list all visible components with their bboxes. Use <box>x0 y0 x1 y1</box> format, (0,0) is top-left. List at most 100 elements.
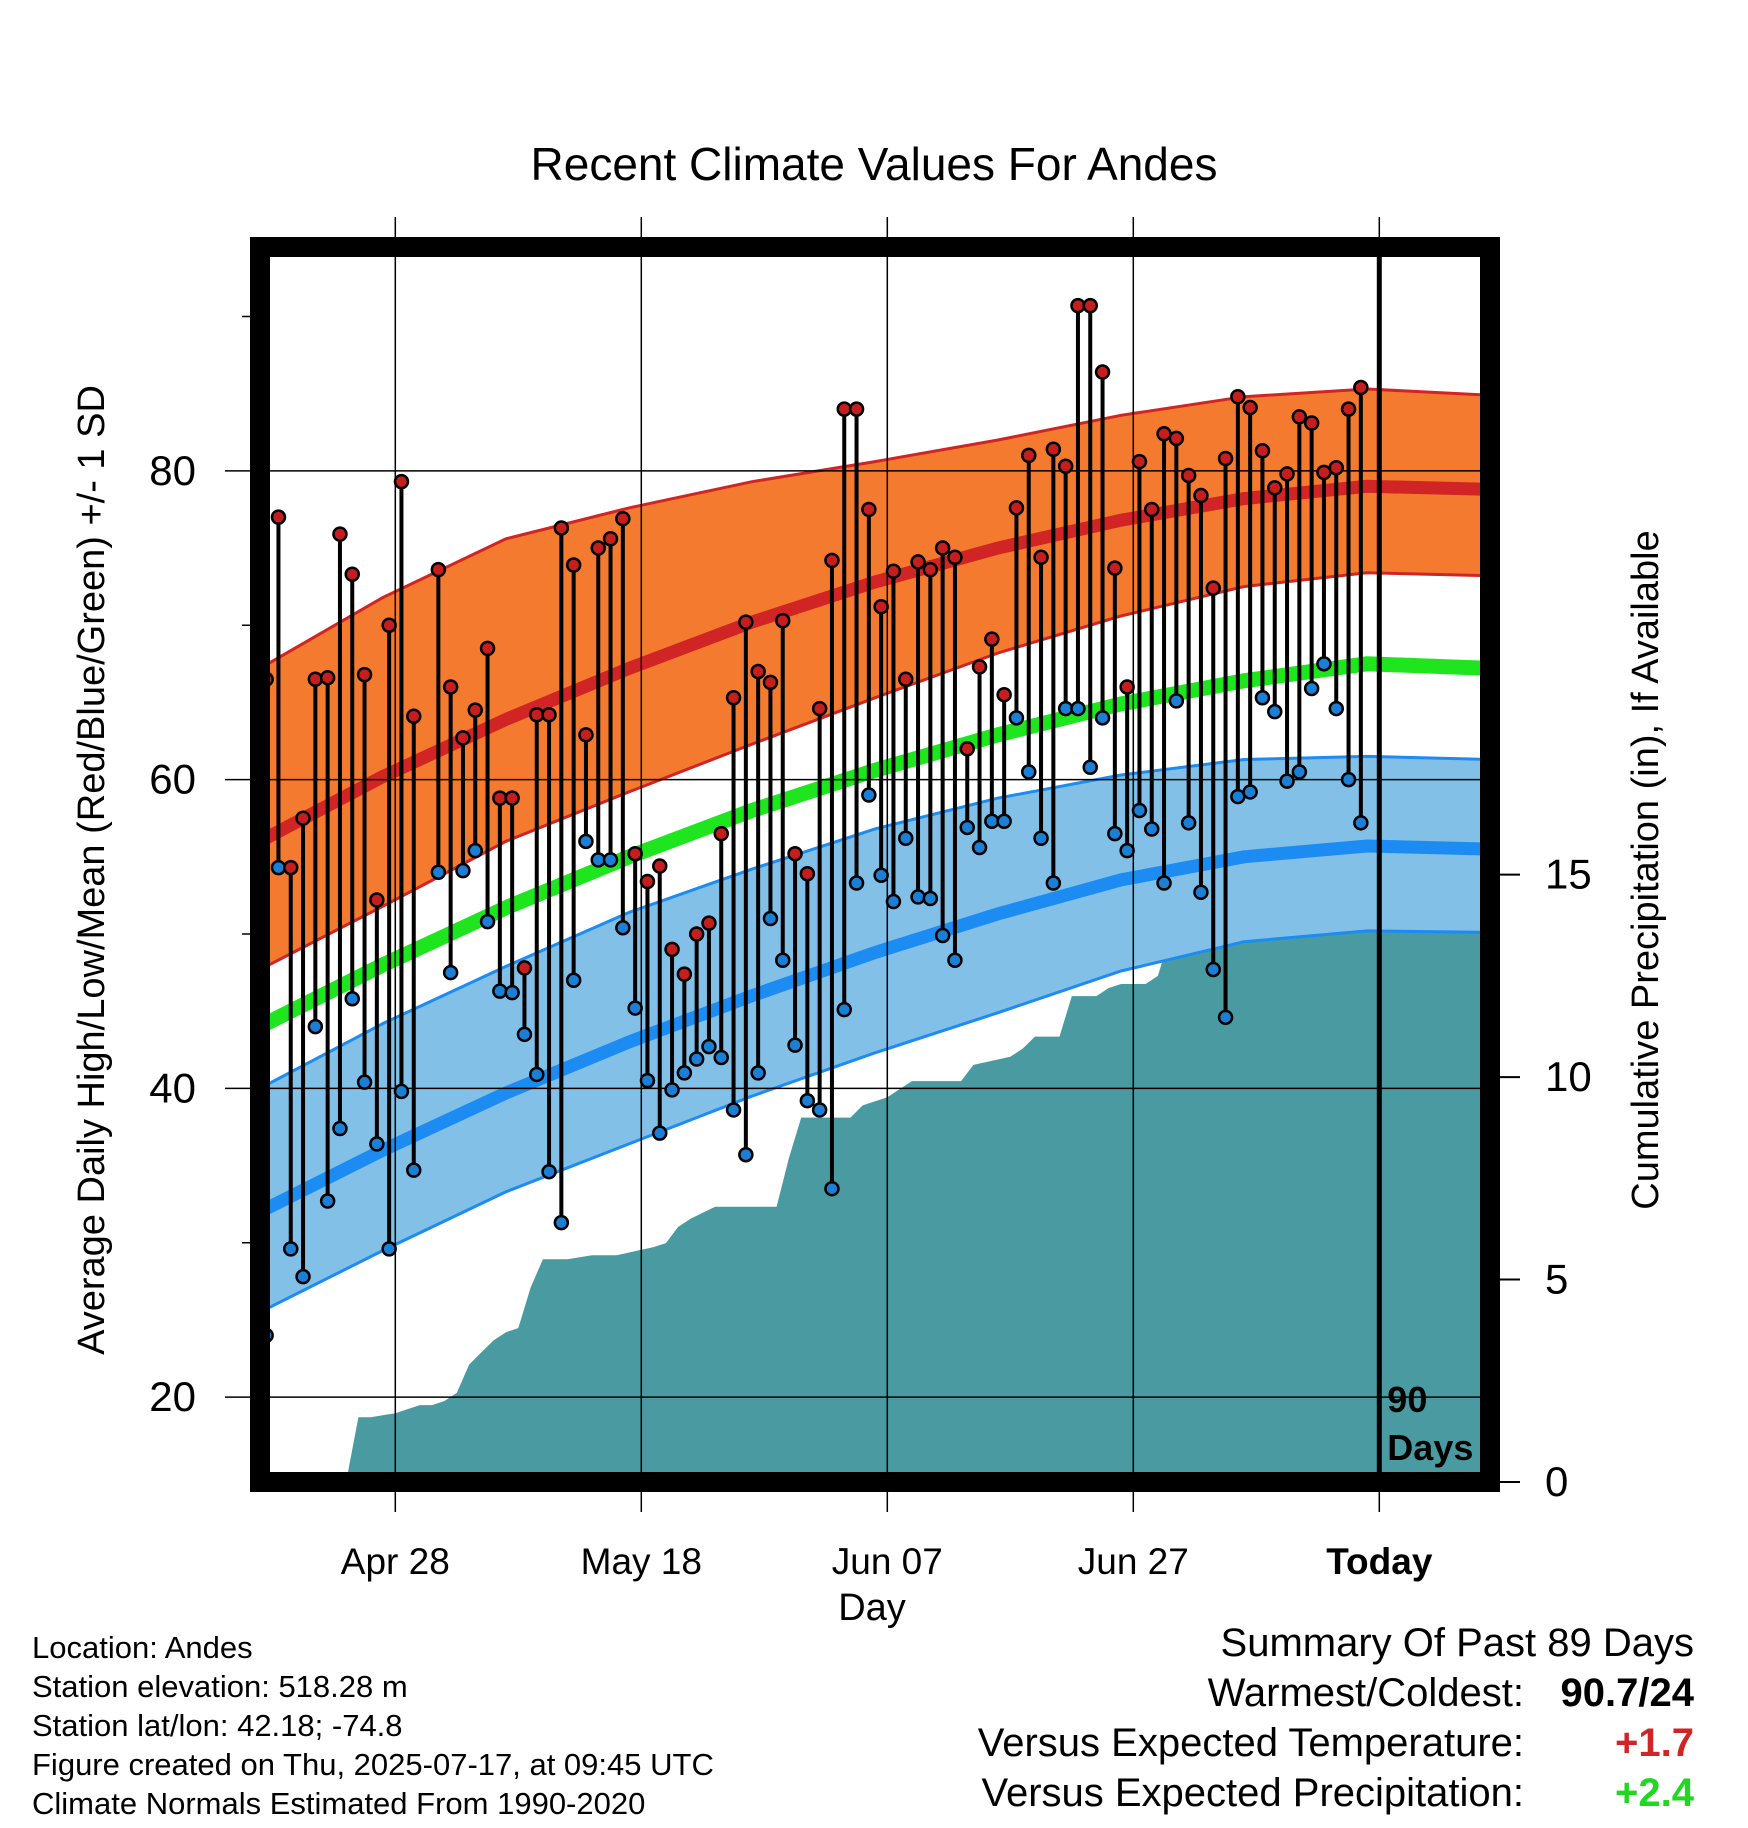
station-info: Location: Andes Station elevation: 518.2… <box>32 1628 714 1823</box>
daily-high-point <box>639 873 656 890</box>
x-tick-label: Jun 07 <box>832 1541 943 1582</box>
daily-low-point <box>344 991 360 1007</box>
daily-high-point <box>1328 460 1344 476</box>
today-days-word: Days <box>1387 1427 1473 1468</box>
daily-low-point <box>1353 815 1369 831</box>
daily-high-point <box>1205 580 1221 596</box>
x-tick-label: Jun 27 <box>1078 1541 1189 1582</box>
daily-high-point <box>996 686 1012 703</box>
daily-high-point <box>1057 458 1074 474</box>
high-sd-band-upper-edge <box>260 387 1490 670</box>
precip-value: +2.4 <box>1615 1771 1694 1815</box>
daily-high-point <box>873 598 889 615</box>
daily-high-point <box>578 727 594 743</box>
daily-low-point <box>652 1125 668 1141</box>
daily-high-point <box>1168 430 1185 447</box>
daily-low-point <box>504 984 520 1001</box>
daily-low-point <box>602 852 619 868</box>
daily-low-point <box>1242 784 1258 800</box>
daily-high-point <box>984 631 1000 647</box>
daily-high-point <box>344 566 360 583</box>
elevation-text: Station elevation: 518.28 m <box>32 1669 408 1704</box>
daily-low-point <box>1021 764 1037 780</box>
daily-high-point <box>713 825 729 842</box>
y-tick-label-left: 40 <box>149 1064 196 1111</box>
daily-low-point <box>885 893 902 910</box>
daily-high-point <box>861 501 877 518</box>
daily-low-point <box>934 927 951 944</box>
high-sd-band-lower-edge <box>260 571 1490 971</box>
daily-high-point <box>369 892 385 908</box>
daily-low-point <box>1254 690 1271 706</box>
daily-low-point <box>381 1241 397 1257</box>
daily-high-point <box>479 640 496 657</box>
daily-low-point <box>307 1018 324 1035</box>
daily-high-point <box>430 561 447 578</box>
daily-low-point <box>332 1120 348 1137</box>
daily-high-point <box>701 915 717 931</box>
daily-low-point <box>430 864 447 880</box>
daily-high-point <box>1242 399 1258 416</box>
daily-low-point <box>947 952 963 968</box>
daily-low-point <box>1082 759 1098 775</box>
precip-area <box>260 850 1490 1482</box>
y-tick-label-right: 5 <box>1545 1256 1568 1303</box>
daily-low-point <box>910 889 926 905</box>
chart-title: Recent Climate Values For Andes <box>531 138 1218 190</box>
daily-high-point <box>1254 443 1271 459</box>
low-sd-band <box>260 756 1490 1313</box>
y-tick-label-right: 15 <box>1545 851 1592 898</box>
daily-high-point <box>1094 364 1111 380</box>
daily-low-point <box>1193 884 1209 901</box>
summary-temp-row: Versus Expected Temperature: +1.7 <box>978 1718 1694 1768</box>
low-sd-band-lower-edge <box>260 929 1490 1314</box>
daily-low-point <box>959 819 975 836</box>
warmest-label: Warmest/Coldest: <box>1207 1671 1524 1715</box>
daily-high-point <box>811 700 828 717</box>
daily-high-point <box>824 552 840 569</box>
daily-high-point <box>393 473 410 490</box>
daily-high-point <box>307 671 324 687</box>
y-axis-label-left: Average Daily High/Low/Mean (Red/Blue/Gr… <box>71 385 113 1355</box>
normal-low-line <box>260 839 1490 1218</box>
daily-low-point <box>824 1180 840 1197</box>
daily-high-point <box>688 926 705 942</box>
warmest-value: 90.7/24 <box>1560 1671 1694 1715</box>
daily-high-point <box>1279 466 1295 482</box>
daily-high-point <box>676 966 693 982</box>
daily-low-point <box>541 1163 557 1180</box>
daily-high-point <box>1193 487 1209 504</box>
daily-low-point <box>984 813 1000 830</box>
daily-low-point <box>442 964 459 981</box>
daily-high-point <box>1291 409 1308 425</box>
y-tick-label-left: 20 <box>149 1373 196 1420</box>
y-tick-label-left: 80 <box>149 447 196 494</box>
daily-low-point <box>1291 764 1308 780</box>
daily-high-point <box>848 401 865 417</box>
daily-high-point <box>885 563 902 579</box>
daily-low-point <box>356 1074 373 1090</box>
daily-low-point <box>1008 710 1025 726</box>
daily-low-point <box>1144 821 1160 837</box>
daily-high-point <box>319 669 336 686</box>
daily-low-point <box>688 1051 705 1067</box>
temp-value: +1.7 <box>1615 1721 1694 1765</box>
daily-high-point <box>762 674 779 691</box>
daily-high-point <box>947 549 963 566</box>
climate-chart: Recent Climate Values For Andes Average … <box>71 138 1667 1628</box>
summary-warmest-row: Warmest/Coldest: 90.7/24 <box>978 1668 1694 1718</box>
daily-low-point <box>713 1049 729 1066</box>
daily-high-point <box>1230 388 1246 405</box>
normal-mean-line <box>260 656 1490 1034</box>
daily-low-point <box>1107 825 1123 842</box>
daily-high-point <box>1082 297 1098 314</box>
daily-low-point <box>1180 815 1197 831</box>
daily-high-point <box>627 845 643 862</box>
daily-high-point <box>799 866 816 882</box>
daily-high-point <box>516 960 533 976</box>
latlon-text: Station lat/lon: 42.18; -74.8 <box>32 1708 403 1743</box>
daily-high-point <box>664 941 680 958</box>
daily-high-point <box>504 790 520 806</box>
daily-high-point <box>775 612 791 629</box>
daily-low-point <box>664 1082 680 1098</box>
